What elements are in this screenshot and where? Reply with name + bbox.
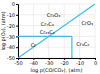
tick-mark <box>16 47 18 48</box>
annotation: Cr₃C₂ <box>76 41 89 47</box>
tick: -30 <box>7 34 18 40</box>
grid-line <box>79 4 80 58</box>
x-axis-title: log p(CO/CO₂), (atm) <box>31 67 83 74</box>
tick-label: -40 <box>30 60 38 66</box>
tick-mark <box>16 26 18 27</box>
tick-mark <box>16 36 18 37</box>
tick: -20 <box>61 58 69 66</box>
tick: -50 <box>14 58 22 66</box>
tick-label: -30 <box>45 60 53 66</box>
y-axis-title: log p(O₂), (atm) <box>0 11 7 50</box>
plot-area <box>18 4 95 58</box>
tick: -10 <box>7 12 18 18</box>
tick: -20 <box>7 23 18 29</box>
tick-label: 0 <box>12 1 15 7</box>
tick-mark <box>16 4 18 5</box>
grid-line <box>18 4 95 5</box>
tick: -30 <box>45 58 53 66</box>
tick-label: -30 <box>7 34 15 40</box>
tick-label: -50 <box>14 60 22 66</box>
tick: -40 <box>30 58 38 66</box>
line <box>18 36 72 37</box>
tick: -10 <box>76 58 84 66</box>
grid-line <box>64 4 65 58</box>
tick: -50 <box>7 55 18 61</box>
annotation: CrO₃ <box>82 20 94 26</box>
tick-label: 0 <box>94 60 97 66</box>
line <box>71 36 72 58</box>
tick-label: -20 <box>61 60 69 66</box>
tick: -40 <box>7 44 18 50</box>
annotation: Cr <box>31 42 37 48</box>
annotation: Cr₇C₃ <box>41 21 54 27</box>
grid-line <box>33 4 34 58</box>
annotation: Cr₂₃C₆ <box>40 29 55 35</box>
grid <box>18 4 95 58</box>
line <box>18 4 95 58</box>
axis: -50 -40 -30 -20 -10 0 <box>7 1 19 61</box>
tick-mark <box>16 58 18 59</box>
tick-label: -10 <box>76 60 84 66</box>
tick-label: -40 <box>7 44 15 50</box>
annotations: Cr₂O₃ CrO₃ Cr₇C₃ Cr₂₃C₆ Cr₃C₂ Cr <box>31 12 93 48</box>
annotation: Cr₂O₃ <box>47 12 61 18</box>
chart: -50 -40 -30 -20 -10 0 -50 -40 -30 -20 -10 0 Cr₂O₃ CrO… <box>0 0 100 74</box>
tick-mark <box>16 15 18 16</box>
tick: 0 <box>94 58 97 66</box>
axis-line <box>16 5 19 59</box>
tick-label: -10 <box>7 12 15 18</box>
grid-line <box>95 4 96 58</box>
tick-label: -20 <box>7 23 15 29</box>
tick: 0 <box>12 1 18 7</box>
tick-label: -50 <box>7 55 15 61</box>
grid-line <box>18 36 95 37</box>
axis: -50 -40 -30 -20 -10 0 <box>14 58 97 66</box>
